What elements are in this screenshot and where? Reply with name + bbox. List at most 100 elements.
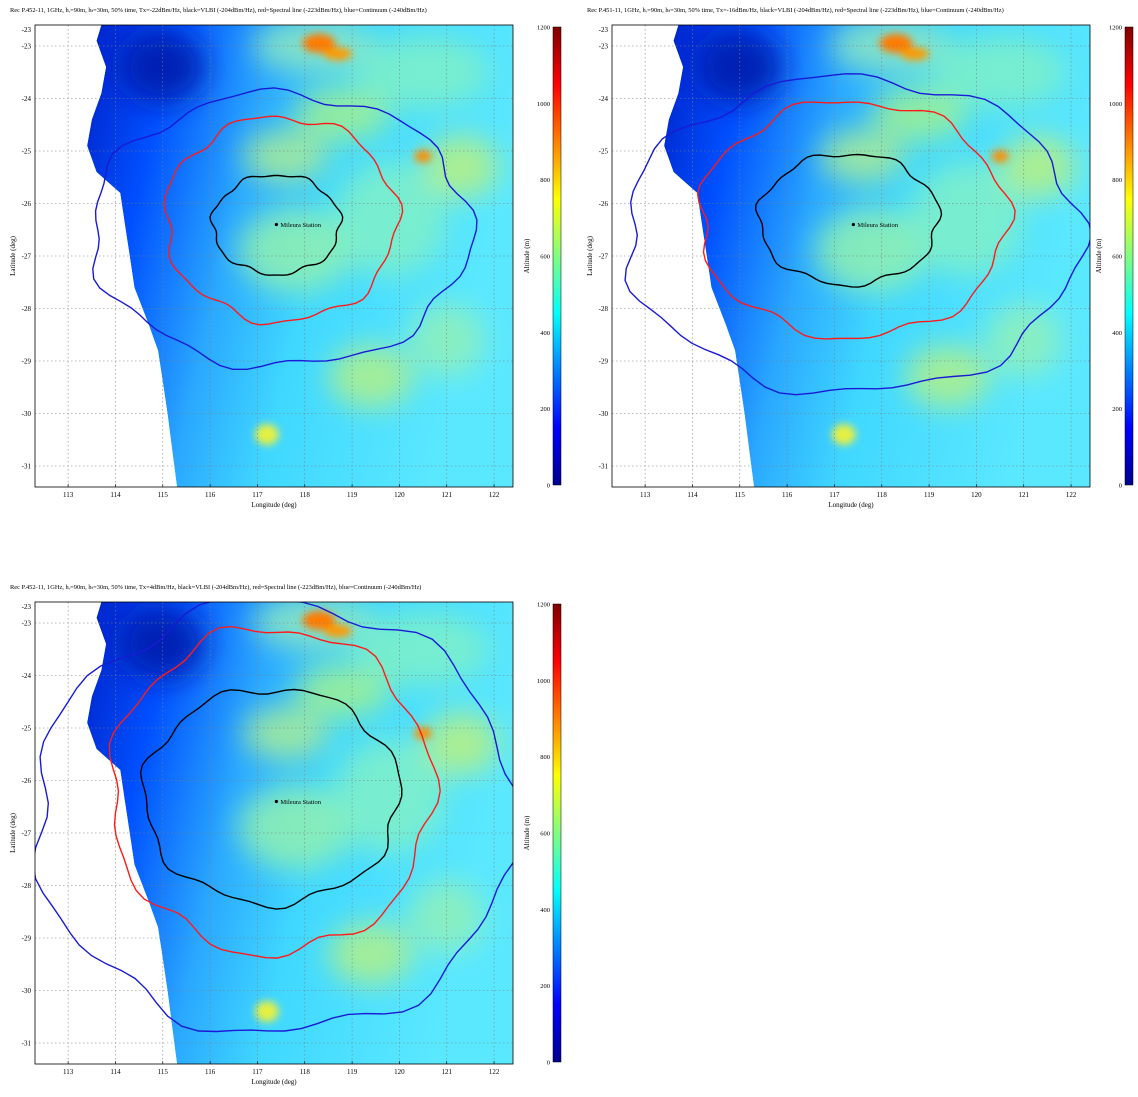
continuum-contour bbox=[92, 87, 478, 370]
colorbar bbox=[1124, 26, 1134, 486]
panel-title: Rec P.451-11, 1GHz, hᵣ=90m, hₜ=30m, 50% … bbox=[587, 7, 1004, 14]
y-tick-label: -29 bbox=[22, 935, 32, 943]
vlbi-contour bbox=[209, 174, 344, 276]
colorbar-tick-label: 400 bbox=[1112, 330, 1122, 337]
colorbar-tick-label: 600 bbox=[540, 831, 550, 838]
x-tick-label: 114 bbox=[110, 491, 121, 499]
contours bbox=[624, 73, 1090, 396]
x-tick-label: 113 bbox=[640, 491, 651, 499]
x-tick-label: 121 bbox=[1018, 491, 1029, 499]
y-tick-label: -30 bbox=[22, 987, 32, 995]
x-tick-label: 113 bbox=[63, 491, 74, 499]
x-tick-label: 118 bbox=[300, 1068, 311, 1076]
colorbar-tick-label: 0 bbox=[547, 483, 550, 490]
altitude-map: Mileura Station 113 114 115 116 117 118 119 120 1… bbox=[586, 24, 1134, 509]
axes-frame bbox=[611, 24, 1091, 488]
terrain-map bbox=[35, 25, 513, 487]
continuum-contour bbox=[35, 602, 513, 1033]
y-tick-label: -28 bbox=[22, 882, 32, 890]
colorbar-label: Altitude (m) bbox=[523, 815, 531, 850]
colorbar-tick-label: 1200 bbox=[1109, 25, 1122, 32]
contours bbox=[92, 87, 478, 370]
y-tick-label: -25 bbox=[599, 148, 609, 156]
y-axis-label: Latitude (deg) bbox=[9, 235, 17, 276]
colorbar-tick-label: 0 bbox=[1119, 483, 1122, 490]
x-axis-label: Longitude (deg) bbox=[828, 501, 874, 509]
y-tick-label: -29 bbox=[22, 358, 32, 366]
x-tick-label: 119 bbox=[347, 491, 358, 499]
y-tick-label: -23 bbox=[22, 26, 32, 34]
y-tick-label: -25 bbox=[22, 148, 32, 156]
colorbar-label: Altitude (m) bbox=[1095, 238, 1103, 273]
x-tick-label: 115 bbox=[735, 491, 746, 499]
y-tick-label: -26 bbox=[22, 777, 32, 785]
x-tick-label: 114 bbox=[687, 491, 698, 499]
colorbar-tick-label: 1200 bbox=[537, 25, 550, 32]
y-tick-label: -24 bbox=[22, 672, 32, 680]
station-label: Mileura Station bbox=[280, 222, 321, 229]
x-axis-label: Longitude (deg) bbox=[251, 1078, 297, 1086]
x-tick-label: 120 bbox=[971, 491, 982, 499]
x-tick-label: 118 bbox=[877, 491, 888, 499]
colorbar-tick-label: 1000 bbox=[537, 101, 550, 108]
station-marker bbox=[274, 222, 278, 227]
colorbar-label: Altitude (m) bbox=[523, 238, 531, 273]
x-tick-label: 118 bbox=[300, 491, 311, 499]
x-tick-label: 122 bbox=[1066, 491, 1077, 499]
x-tick-label: 116 bbox=[782, 491, 793, 499]
x-tick-label: 115 bbox=[158, 1068, 169, 1076]
colorbar bbox=[552, 603, 562, 1063]
x-tick-label: 116 bbox=[205, 491, 216, 499]
colorbar-tick-label: 1000 bbox=[537, 678, 550, 685]
map-panel-1: Rec P.452-11, 1GHz, hᵣ=90m, hₜ=30m, 50% … bbox=[0, 0, 569, 543]
colorbar-tick-label: 800 bbox=[540, 754, 550, 761]
colorbar-tick-label: 200 bbox=[540, 983, 550, 990]
grid bbox=[35, 602, 513, 1064]
grid bbox=[612, 25, 1090, 487]
x-tick-label: 119 bbox=[347, 1068, 358, 1076]
colorbar-tick-label: 1000 bbox=[1109, 101, 1122, 108]
y-tick-label: -23 bbox=[22, 603, 32, 611]
colorbar-tick-label: 1200 bbox=[537, 602, 550, 609]
y-tick-label: -23 bbox=[599, 43, 609, 51]
x-tick-label: 122 bbox=[489, 1068, 500, 1076]
y-tick-label: -28 bbox=[22, 305, 32, 313]
colorbar-tick-label: 600 bbox=[1112, 254, 1122, 261]
y-tick-label: -30 bbox=[599, 410, 609, 418]
x-tick-label: 114 bbox=[110, 1068, 121, 1076]
altitude-map: Mileura Station 113 114 115 116 117 118 119 120 1… bbox=[9, 601, 562, 1086]
y-tick-label: -31 bbox=[22, 1040, 32, 1048]
y-tick-label: -30 bbox=[22, 410, 32, 418]
y-tick-label: -23 bbox=[22, 43, 32, 51]
spectral-line-contour bbox=[163, 115, 404, 326]
x-tick-label: 115 bbox=[158, 491, 169, 499]
colorbar bbox=[552, 26, 562, 486]
x-tick-label: 119 bbox=[924, 491, 935, 499]
y-axis-label: Latitude (deg) bbox=[9, 812, 17, 853]
colorbar-tick-label: 400 bbox=[540, 907, 550, 914]
y-tick-label: -24 bbox=[599, 95, 609, 103]
x-tick-label: 117 bbox=[252, 491, 263, 499]
terrain-map bbox=[612, 25, 1090, 487]
y-tick-label: -27 bbox=[22, 253, 32, 261]
panel-title: Rec P.452-11, 1GHz, hᵣ=90m, hₜ=30m, 50% … bbox=[10, 7, 427, 14]
map-panel-3: Rec P.452-11, 1GHz, hᵣ=90m, hₜ=30m, 50% … bbox=[0, 577, 569, 1086]
map-panel-2: Rec P.451-11, 1GHz, hᵣ=90m, hₜ=30m, 50% … bbox=[579, 0, 1138, 543]
altitude-map: Mileura Station 113 114 115 116 117 118 119 120 1… bbox=[9, 25, 562, 509]
station-marker bbox=[274, 799, 278, 804]
colorbar-tick-label: 200 bbox=[1112, 406, 1122, 413]
y-tick-label: -23 bbox=[22, 620, 32, 628]
y-tick-label: -27 bbox=[22, 830, 32, 838]
x-tick-label: 117 bbox=[252, 1068, 263, 1076]
y-tick-label: -29 bbox=[599, 358, 609, 366]
x-tick-label: 117 bbox=[829, 491, 840, 499]
x-tick-label: 121 bbox=[441, 1068, 452, 1076]
station-label: Mileura Station bbox=[280, 799, 321, 806]
colorbar-tick-label: 200 bbox=[540, 406, 550, 413]
y-tick-label: -31 bbox=[599, 463, 609, 471]
colorbar-tick-label: 600 bbox=[540, 254, 550, 261]
station-marker bbox=[851, 222, 855, 227]
x-tick-label: 120 bbox=[394, 491, 405, 499]
axes-frame bbox=[34, 601, 514, 1065]
contours bbox=[35, 602, 513, 1033]
